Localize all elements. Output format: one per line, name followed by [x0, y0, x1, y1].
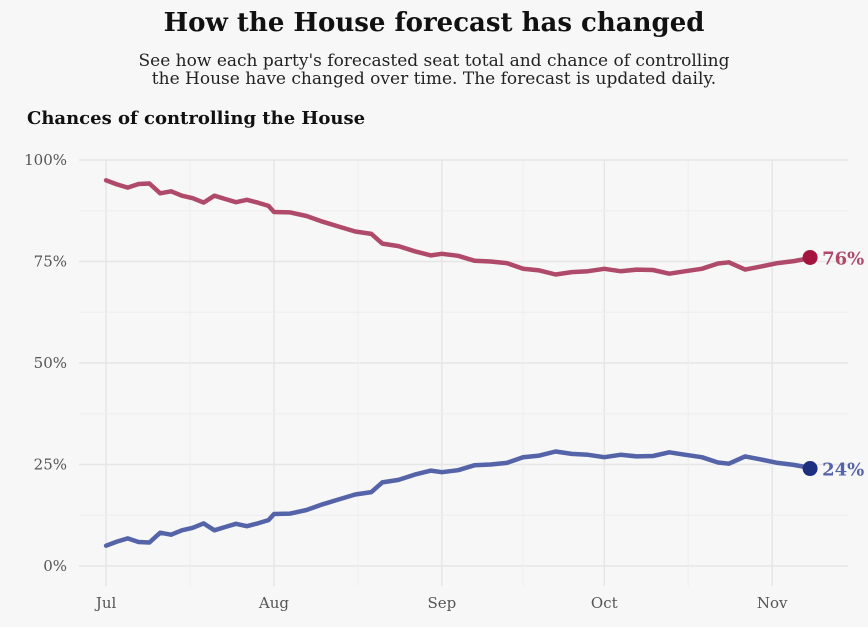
subtitle-line-2: the House have changed over time. The fo… [151, 69, 717, 89]
series-end-label-0: 76% [822, 248, 864, 269]
series-lines [103, 178, 813, 548]
series-end-label-1: 24% [822, 460, 864, 481]
x-axis: Jul Aug Sep Oct Nov [94, 594, 788, 612]
series-end-markers: 76% 24% [802, 248, 864, 481]
grid-minor-lines [79, 160, 848, 586]
x-tick-label: Aug [258, 594, 289, 612]
x-tick-label: Oct [591, 594, 618, 612]
y-tick-label: 100% [24, 151, 67, 169]
y-tick-label: 75% [34, 253, 67, 271]
x-tick-label: Nov [757, 594, 788, 612]
grid-major-lines [79, 159, 848, 586]
y-axis: 0% 25% 50% 75% 100% [24, 151, 67, 575]
x-tick-label: Jul [94, 594, 117, 612]
chart-title: How the House forecast has changed [163, 8, 705, 38]
subtitle-line-1: See how each party's forecasted seat tot… [138, 51, 730, 71]
chart-subtitle: See how each party's forecasted seat tot… [84, 52, 784, 88]
series-line-1 [103, 449, 813, 548]
section-title: Chances of controlling the House [27, 108, 366, 129]
series-line-0 [103, 178, 813, 277]
y-tick-label: 50% [34, 354, 67, 372]
x-tick-label: Sep [427, 594, 456, 612]
series-end-marker-0 [802, 249, 818, 265]
y-tick-label: 0% [43, 557, 67, 575]
series-end-marker-1 [802, 461, 818, 477]
y-tick-label: 25% [34, 456, 67, 474]
